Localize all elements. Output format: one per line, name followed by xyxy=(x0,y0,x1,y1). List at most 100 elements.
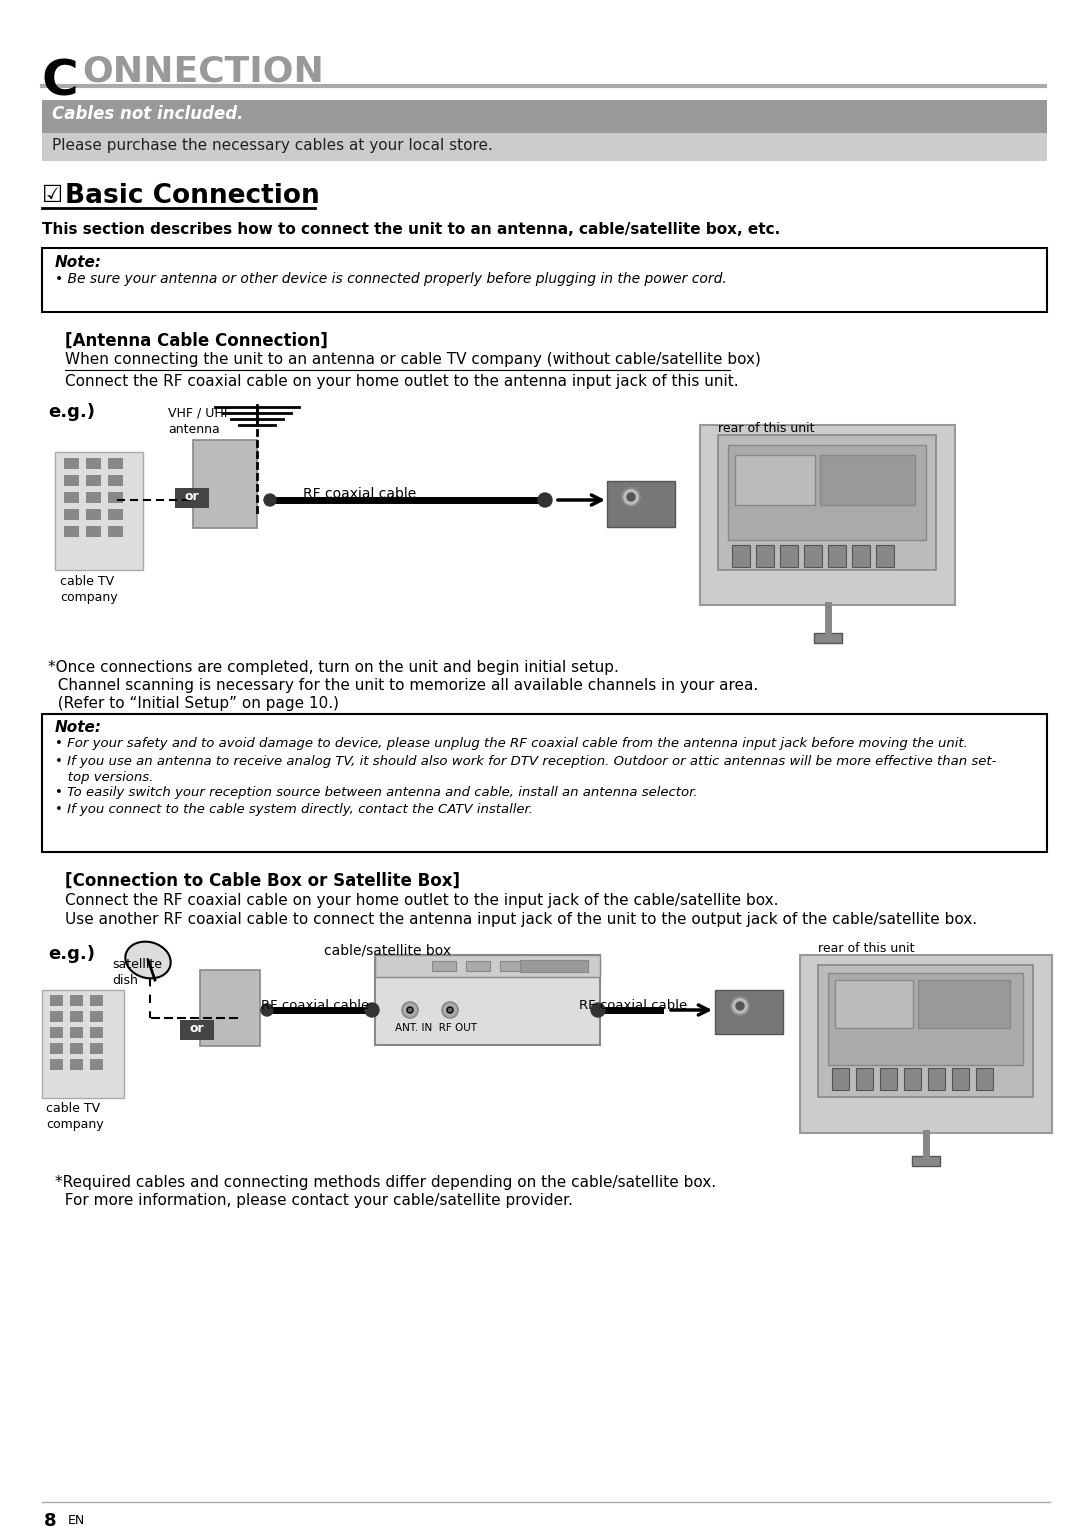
Bar xyxy=(780,545,798,568)
Bar xyxy=(519,960,588,972)
Text: rear of this unit: rear of this unit xyxy=(718,423,814,435)
Text: • To easily switch your reception source between antenna and cable, install an a: • To easily switch your reception source… xyxy=(55,786,698,800)
Circle shape xyxy=(442,1003,458,1018)
Bar xyxy=(50,1027,63,1038)
Bar xyxy=(70,1042,83,1054)
Text: RF coaxial cable: RF coaxial cable xyxy=(303,487,417,501)
Text: This section describes how to connect the unit to an antenna, cable/satellite bo: This section describes how to connect th… xyxy=(42,221,780,237)
Bar xyxy=(90,1027,103,1038)
Bar xyxy=(86,510,102,520)
Bar xyxy=(90,1059,103,1070)
Bar xyxy=(912,1157,940,1166)
Text: 8: 8 xyxy=(44,1512,56,1526)
Bar xyxy=(42,714,1047,852)
Text: ANT. IN: ANT. IN xyxy=(718,1038,760,1048)
Circle shape xyxy=(735,1003,744,1010)
Bar xyxy=(108,510,123,520)
Text: • For your safety and to avoid damage to device, please unplug the RF coaxial ca: • For your safety and to avoid damage to… xyxy=(55,737,968,749)
Text: ANT. IN: ANT. IN xyxy=(609,531,651,542)
Bar xyxy=(928,1068,945,1090)
Bar xyxy=(64,510,79,520)
Bar xyxy=(70,1059,83,1070)
Bar xyxy=(50,1012,63,1022)
Bar xyxy=(50,1042,63,1054)
Bar xyxy=(108,491,123,504)
Bar xyxy=(756,545,774,568)
Bar xyxy=(90,1012,103,1022)
Bar xyxy=(500,961,524,971)
Text: top versions.: top versions. xyxy=(55,771,153,784)
Bar xyxy=(880,1068,897,1090)
Circle shape xyxy=(591,1003,605,1016)
Bar xyxy=(728,446,926,540)
Text: Basic Connection: Basic Connection xyxy=(65,183,320,209)
Circle shape xyxy=(365,1003,379,1016)
Circle shape xyxy=(538,493,552,507)
Bar xyxy=(820,455,915,505)
Bar xyxy=(42,133,1047,162)
Text: RF coaxial cable: RF coaxial cable xyxy=(579,1000,687,1012)
Bar xyxy=(200,971,260,1045)
Text: Channel scanning is necessary for the unit to memorize all available channels in: Channel scanning is necessary for the un… xyxy=(48,678,758,693)
Text: [Connection to Cable Box or Satellite Box]: [Connection to Cable Box or Satellite Bo… xyxy=(65,871,460,890)
Bar xyxy=(64,475,79,485)
Text: *Once connections are completed, turn on the unit and begin initial setup.: *Once connections are completed, turn on… xyxy=(48,661,619,674)
Bar xyxy=(193,439,257,528)
Bar xyxy=(70,995,83,1006)
Bar xyxy=(835,980,913,1029)
Circle shape xyxy=(622,488,640,507)
Text: or: or xyxy=(190,1022,204,1035)
Text: ANT. IN  RF OUT: ANT. IN RF OUT xyxy=(395,1022,477,1033)
Bar xyxy=(607,481,675,526)
Bar xyxy=(86,475,102,485)
Bar xyxy=(818,964,1032,1097)
Bar xyxy=(42,249,1047,311)
Circle shape xyxy=(261,1004,273,1016)
Bar xyxy=(70,1027,83,1038)
Text: RF coaxial cable: RF coaxial cable xyxy=(261,1000,369,1012)
Text: ONNECTION: ONNECTION xyxy=(82,55,324,89)
Text: e.g.): e.g.) xyxy=(48,403,95,421)
Circle shape xyxy=(447,1007,453,1013)
Text: or: or xyxy=(185,490,200,504)
Bar xyxy=(108,458,123,468)
Text: For more information, please contact your cable/satellite provider.: For more information, please contact you… xyxy=(55,1193,573,1209)
Bar xyxy=(814,633,842,642)
Bar xyxy=(735,455,815,505)
Bar xyxy=(375,955,600,977)
Text: Connect the RF coaxial cable on your home outlet to the antenna input jack of th: Connect the RF coaxial cable on your hom… xyxy=(65,374,739,389)
Ellipse shape xyxy=(125,942,171,978)
Bar xyxy=(55,452,143,571)
Bar xyxy=(90,995,103,1006)
Bar xyxy=(432,961,456,971)
Circle shape xyxy=(407,1007,413,1013)
Bar xyxy=(50,1059,63,1070)
Circle shape xyxy=(627,493,635,501)
Bar xyxy=(108,475,123,485)
Bar xyxy=(876,545,894,568)
Bar xyxy=(375,955,600,1045)
Text: Cables not included.: Cables not included. xyxy=(52,105,243,124)
Text: e.g.): e.g.) xyxy=(48,945,95,963)
Text: When connecting the unit to an antenna or cable TV company (without cable/satell: When connecting the unit to an antenna o… xyxy=(65,353,761,366)
Text: Please purchase the necessary cables at your local store.: Please purchase the necessary cables at … xyxy=(52,137,492,153)
Text: C: C xyxy=(42,58,79,105)
Text: • Be sure your antenna or other device is connected properly before plugging in : • Be sure your antenna or other device i… xyxy=(55,272,727,285)
Bar xyxy=(832,1068,849,1090)
Text: ☑: ☑ xyxy=(42,183,71,208)
Bar xyxy=(828,545,846,568)
Text: cable/satellite box: cable/satellite box xyxy=(324,943,451,957)
Bar xyxy=(86,491,102,504)
Bar xyxy=(86,458,102,468)
Bar xyxy=(828,974,1023,1065)
Bar xyxy=(64,458,79,468)
Text: • If you use an antenna to receive analog TV, it should also work for DTV recept: • If you use an antenna to receive analo… xyxy=(55,755,997,768)
Bar xyxy=(715,990,783,1035)
Bar xyxy=(804,545,822,568)
Text: cable TV
company: cable TV company xyxy=(60,575,118,604)
Bar xyxy=(918,980,1010,1029)
Text: rear of this unit: rear of this unit xyxy=(818,942,915,955)
Text: (Refer to “Initial Setup” on page 10.): (Refer to “Initial Setup” on page 10.) xyxy=(48,696,339,711)
Bar xyxy=(951,1068,969,1090)
Bar xyxy=(718,435,936,571)
